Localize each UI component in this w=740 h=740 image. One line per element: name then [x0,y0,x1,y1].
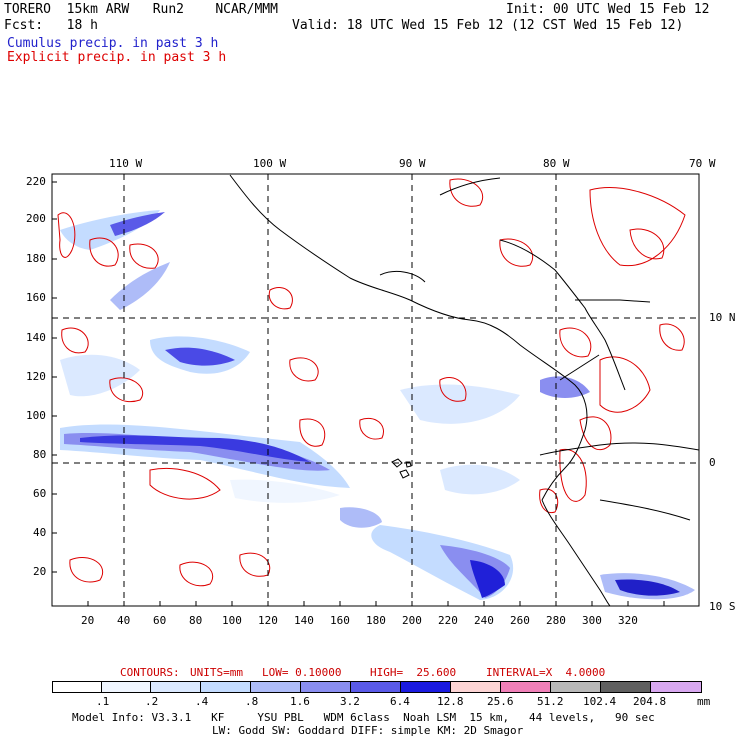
lon-label-90w: 90 W [399,157,426,170]
colorbar-label: .4 [195,695,209,708]
colorbar-label: .1 [96,695,110,708]
lon-label-100w: 100 W [253,157,287,170]
galapagos-islands [391,458,412,479]
y-tick-label: 80 [33,448,47,461]
x-tick-label: 160 [330,614,350,627]
colorbar-label: 6.4 [390,695,410,708]
cumulus-precip-shading [60,210,695,600]
lat-label-10n: 10 N [709,311,736,324]
lat-label-10s: 10 S [709,600,736,613]
y-tick-label: 220 [26,175,46,188]
y-tick-label: 60 [33,487,47,500]
y-tick-label: 160 [26,291,46,304]
x-tick-label: 220 [438,614,458,627]
graticule [52,174,699,606]
x-tick-label: 260 [510,614,530,627]
colorbar-label: 102.4 [583,695,617,708]
colorbar-box [600,681,651,693]
cumulus-field-label: Cumulus precip. in past 3 h [7,36,219,51]
contour-low: LOW= 0.10000 [262,666,342,679]
x-tick-label: 80 [189,614,203,627]
contour-label: CONTOURS: [120,666,180,679]
colorbar-label: .2 [145,695,159,708]
lat-label-0: 0 [709,456,716,469]
colorbar-box [150,681,201,693]
y-tick-label: 200 [26,212,46,225]
y-tick-label: 100 [26,409,46,422]
y-tick-label: 40 [33,526,47,539]
init-time: Init: 00 UTC Wed 15 Feb 12 [506,2,710,17]
forecast-hour: Fcst: 18 h [4,18,98,33]
colorbar-unit: mm [697,695,711,708]
x-tick-label: 20 [81,614,95,627]
colorbar-box [52,681,102,693]
model-title: TORERO 15km ARW Run2 NCAR/MMM [4,2,278,17]
colorbar-label: 204.8 [633,695,667,708]
lon-label-80w: 80 W [543,157,570,170]
x-tick-label: 120 [258,614,278,627]
model-info: Model Info: V3.3.1 KF YSU PBL WDM 6class… [72,711,655,724]
valid-time: Valid: 18 UTC Wed 15 Feb 12 (12 CST Wed … [292,18,684,33]
explicit-precip-contours [57,178,686,587]
x-tick-label: 100 [222,614,242,627]
colorbar-box [550,681,601,693]
colorbar-box [101,681,151,693]
colorbar-box [450,681,501,693]
explicit-field-label: Explicit precip. in past 3 h [7,50,227,65]
lon-label-110w: 110 W [109,157,143,170]
y-tick-label: 140 [26,331,46,344]
y-tick-label: 180 [26,252,46,265]
x-tick-label: 240 [474,614,494,627]
x-tick-label: 300 [582,614,602,627]
lon-label-70w: 70 W [689,157,716,170]
physics-info: LW: Godd SW: Goddard DIFF: simple KM: 2D… [212,724,524,737]
y-tick-label: 20 [33,565,47,578]
colorbar-label: .8 [245,695,259,708]
contour-units: UNITS=mm [190,666,243,679]
y-tick-label: 120 [26,370,46,383]
x-tick-label: 280 [546,614,566,627]
x-tick-label: 140 [294,614,314,627]
colorbar-box [200,681,251,693]
colorbar-label: 51.2 [537,695,564,708]
colorbar-box [300,681,351,693]
colorbar-box [350,681,401,693]
colorbar-label: 12.8 [437,695,464,708]
colorbar-box [400,681,451,693]
x-tick-label: 180 [366,614,386,627]
coastlines [229,174,700,607]
colorbar-box [500,681,551,693]
contour-high: HIGH= 25.600 [370,666,457,679]
colorbar-box [250,681,301,693]
colorbar-box [650,681,702,693]
colorbar-label: 25.6 [487,695,514,708]
x-tick-label: 320 [618,614,638,627]
axis-ticks [52,181,665,606]
x-tick-label: 60 [153,614,167,627]
colorbar-label: 1.6 [290,695,310,708]
colorbar-label: 3.2 [340,695,360,708]
x-tick-label: 200 [402,614,422,627]
contour-interval: INTERVAL=X 4.0000 [486,666,606,679]
x-tick-label: 40 [117,614,131,627]
